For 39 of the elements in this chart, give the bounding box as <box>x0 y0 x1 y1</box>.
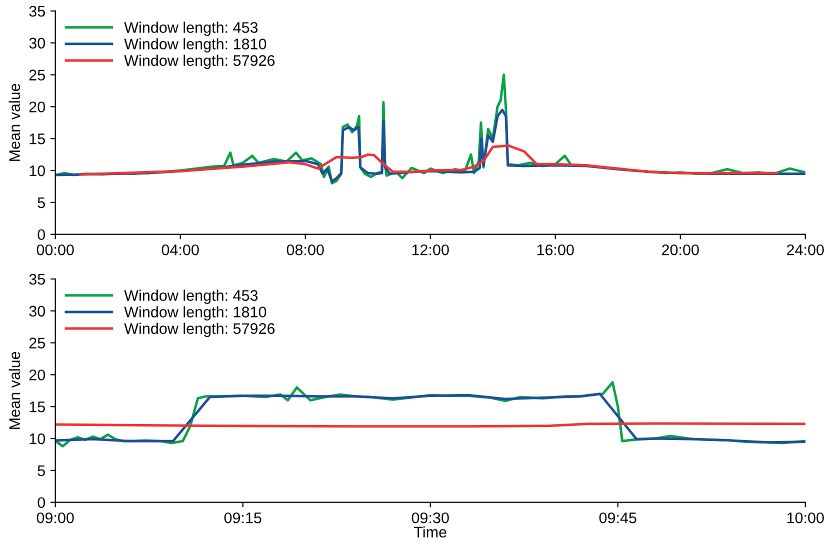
x-tick-label: 12:00 <box>412 244 449 256</box>
y-tick-label: 5 <box>38 465 45 476</box>
legend-label: Window length: 453 <box>124 290 258 304</box>
x-tick-label: 10:00 <box>787 512 824 524</box>
x-tick-label: 09:30 <box>412 512 449 524</box>
x-tick-label: 16:00 <box>537 244 574 256</box>
line-series <box>79 144 778 176</box>
y-tick-label: 35 <box>29 274 45 285</box>
y-tick-label: 35 <box>29 6 45 17</box>
y-tick-label: 20 <box>29 102 46 112</box>
x-tick-label: 09:15 <box>224 512 262 524</box>
y-tick-label: 25 <box>29 338 45 348</box>
x-tick-label: 08:00 <box>286 244 324 256</box>
x-tick-label: 04:00 <box>162 244 199 256</box>
legend-label: Window length: 453 <box>124 22 258 36</box>
y-axis-title: Mean value <box>8 352 20 429</box>
y-tick-label: 0 <box>38 497 46 508</box>
x-tick-label: 24:00 <box>787 244 824 256</box>
x-tick-label: 09:00 <box>36 512 74 524</box>
y-tick-label: 15 <box>30 134 45 144</box>
y-tick-label: 30 <box>29 38 46 49</box>
y-tick-label: 15 <box>30 402 45 412</box>
x-axis-title: Time <box>414 526 446 538</box>
y-tick-label: 20 <box>29 370 46 380</box>
y-axis-title: Mean value <box>8 84 20 161</box>
legend-label: Window length: 57926 <box>124 54 275 69</box>
y-tick-label: 30 <box>29 306 46 317</box>
y-tick-label: 10 <box>30 165 46 176</box>
line-series <box>55 392 806 444</box>
x-tick-label: 20:00 <box>662 244 699 256</box>
legend-label: Window length: 57926 <box>124 322 275 337</box>
legend-label: Window length: 1810 <box>124 306 266 320</box>
y-tick-label: 0 <box>38 229 46 240</box>
legend-label: Window length: 1810 <box>124 38 266 52</box>
y-tick-label: 5 <box>38 197 45 208</box>
y-tick-label: 10 <box>30 433 46 444</box>
x-tick-label: 09:45 <box>599 512 636 524</box>
x-tick-label: 00:00 <box>36 244 74 256</box>
y-tick-label: 25 <box>29 70 45 80</box>
